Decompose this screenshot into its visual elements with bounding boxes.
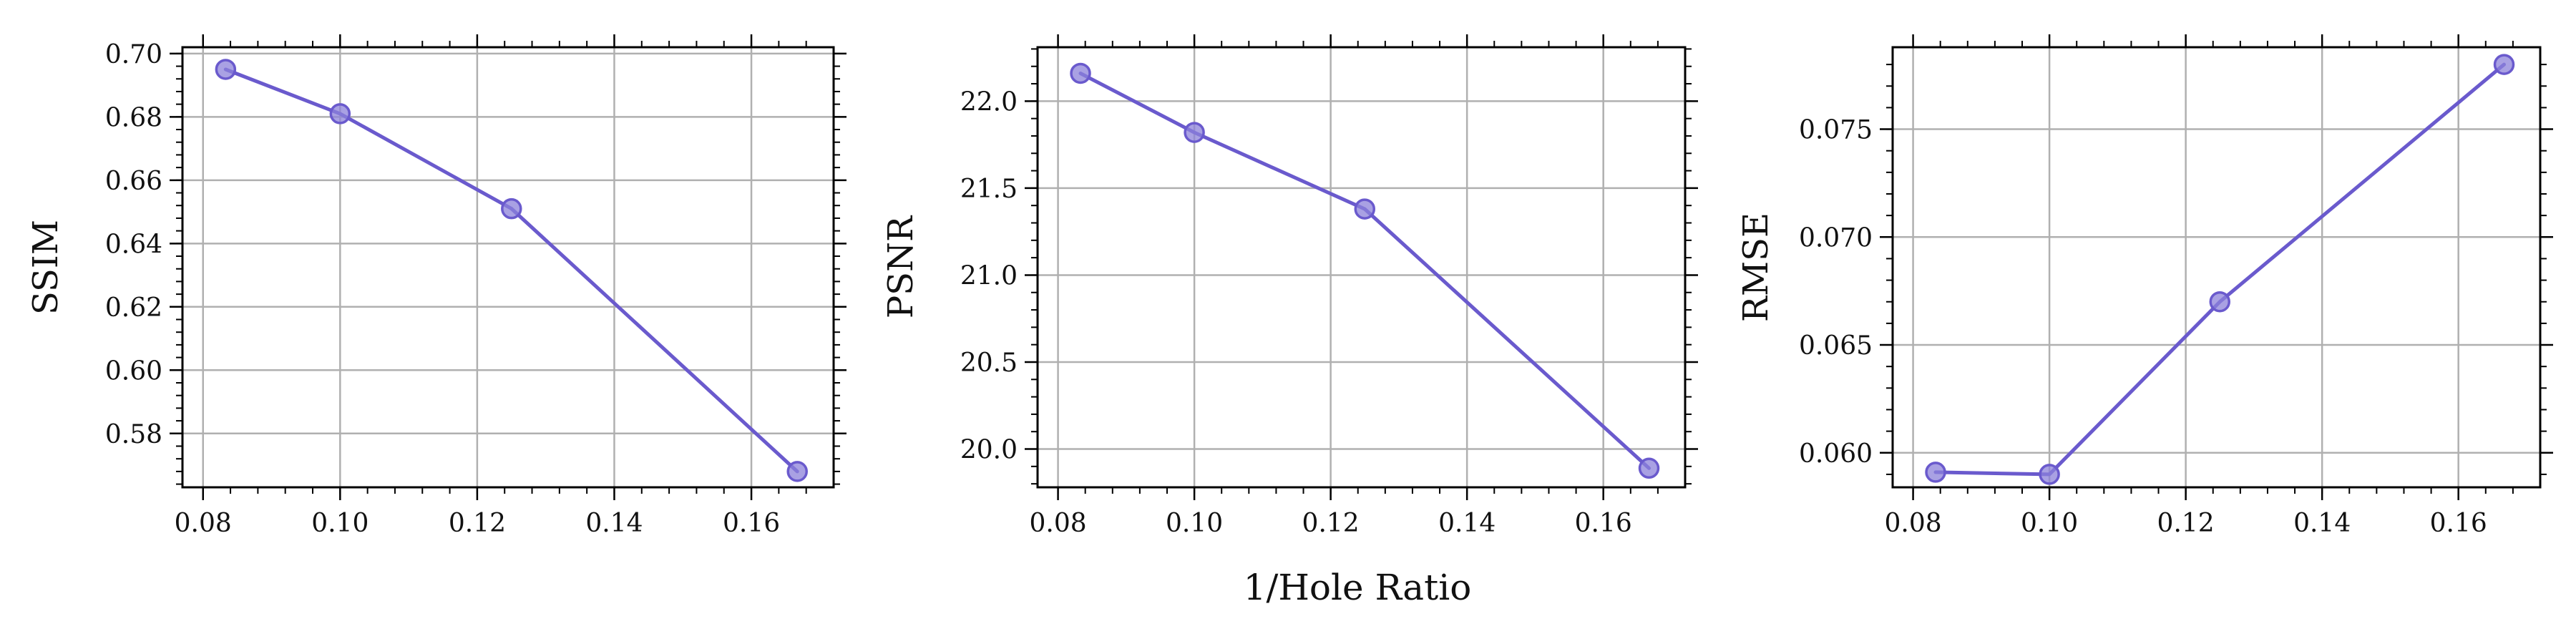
x-tick-label: 0.12 [449, 509, 506, 538]
x-tick-label: 0.14 [2293, 509, 2351, 538]
y-tick-label: 22.0 [960, 87, 1018, 117]
y-tick-label: 21.0 [960, 261, 1018, 291]
data-point-psnr [1070, 62, 1091, 84]
x-tick-label: 0.14 [585, 509, 643, 538]
y-tick-label: 0.070 [1799, 223, 1873, 253]
x-tick-label: 0.12 [1302, 509, 1360, 538]
y-tick-label: 0.62 [105, 293, 162, 323]
y-tick-label: 0.58 [105, 420, 162, 449]
y-tick-label: 20.5 [960, 348, 1018, 378]
x-tick-label: 0.08 [1030, 509, 1087, 538]
chart-panel-ssim: 0.08 0.10 0.12 0.14 0.16 0.58 0.60 0.62 0.64 0.66… [26, 34, 847, 538]
y-tick-label: 0.065 [1799, 331, 1873, 361]
y-tick-label: 0.60 [105, 356, 162, 386]
x-tick-label: 0.10 [1166, 509, 1223, 538]
y-axis-label-psnr: PSNR [881, 215, 921, 318]
y-tick-label: 20.0 [960, 436, 1018, 465]
plot-frame [1891, 46, 2542, 489]
data-point-ssim [786, 461, 808, 482]
y-axis-label-rmse: RMSE [1736, 213, 1776, 322]
x-tick-label: 0.16 [1575, 509, 1632, 538]
data-point-psnr [1184, 122, 1205, 143]
series-line-psnr [1078, 72, 1651, 470]
data-point-rmse [2209, 291, 2231, 313]
data-point-psnr [1354, 198, 1376, 220]
series-line-rmse [1933, 62, 2506, 477]
data-point-ssim [329, 103, 351, 125]
x-tick-label: 0.16 [2430, 509, 2487, 538]
plot-frame [181, 46, 835, 489]
x-tick-label: 0.14 [1438, 509, 1496, 538]
y-tick-label: 0.64 [105, 230, 162, 259]
data-point-psnr [1638, 457, 1660, 479]
y-tick-label: 0.68 [105, 103, 162, 132]
y-tick-label: 0.060 [1799, 439, 1873, 469]
x-tick-label: 0.08 [175, 509, 232, 538]
data-point-ssim [501, 197, 522, 220]
series-line-ssim [223, 67, 799, 474]
y-tick-label: 0.70 [105, 40, 162, 69]
shared-x-axis-label: 1/Hole Ratio [1244, 567, 1472, 608]
y-tick-label: 21.5 [960, 175, 1018, 204]
x-tick-label: 0.08 [1885, 509, 1942, 538]
x-tick-label: 0.12 [2157, 509, 2215, 538]
chart-panel-rmse: 0.08 0.10 0.12 0.14 0.16 0.060 0.065 0.070 0.075… [1736, 34, 2553, 538]
x-tick-label: 0.10 [311, 509, 369, 538]
data-point-rmse [2493, 54, 2515, 75]
y-tick-label: 0.66 [105, 167, 162, 196]
data-point-ssim [215, 59, 237, 80]
chart-panel-psnr: 0.08 0.10 0.12 0.14 0.16 20.0 20.5 21.0 21.5 22.0… [881, 34, 1698, 538]
y-tick-label: 0.075 [1799, 116, 1873, 145]
x-tick-label: 0.10 [2021, 509, 2078, 538]
x-tick-label: 0.16 [723, 509, 780, 538]
plot-frame [1036, 46, 1687, 489]
data-point-rmse [1925, 462, 1946, 483]
y-axis-label-ssim: SSIM [26, 220, 66, 315]
data-point-rmse [2039, 464, 2060, 485]
